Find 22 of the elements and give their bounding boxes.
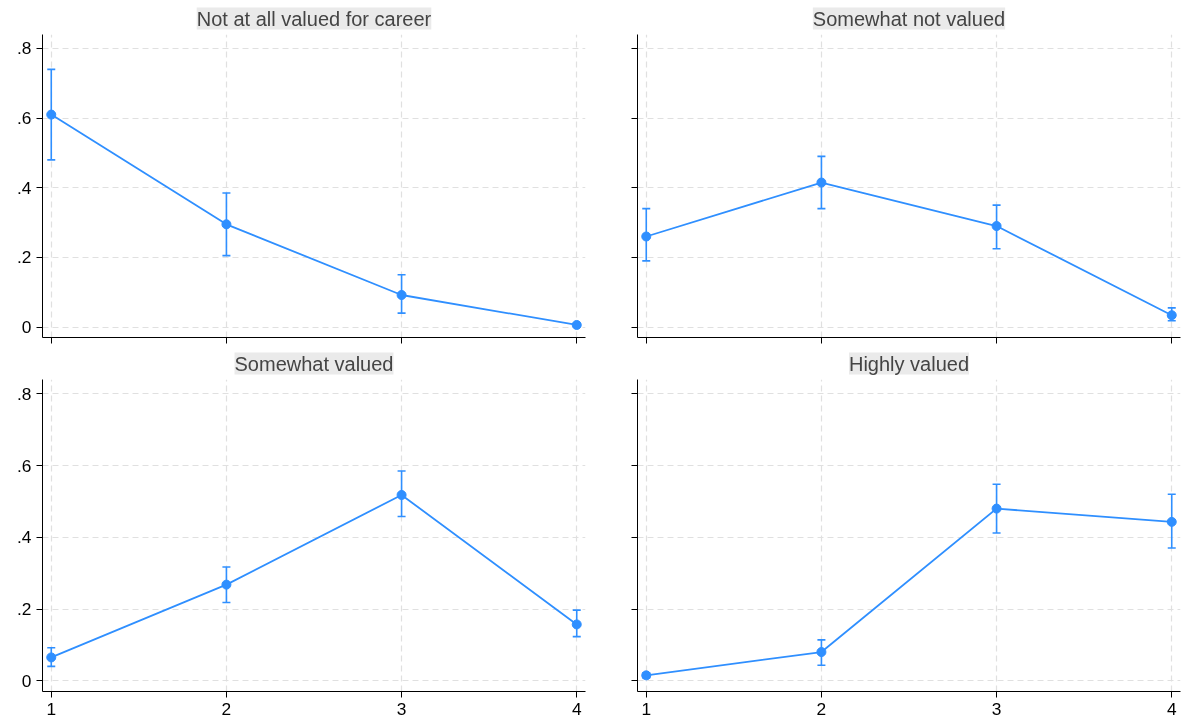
y-tick-label: .4 (17, 527, 32, 548)
y-tick-label: .8 (17, 383, 32, 404)
y-tick-label: .8 (17, 38, 32, 59)
y-tick-label: .6 (17, 455, 32, 476)
y-tick-label: .2 (17, 599, 32, 620)
y-tick-label: 0 (21, 670, 32, 691)
x-tick-label: 3 (396, 698, 407, 719)
y-tick-label: .2 (17, 247, 32, 268)
x-tick-label: 2 (221, 698, 232, 719)
x-tick-label: 1 (46, 698, 57, 719)
y-tick-label: .6 (17, 108, 32, 129)
y-tick-label: 0 (21, 317, 32, 338)
x-tick-label: 3 (991, 698, 1002, 719)
y-tick-label: .4 (17, 177, 32, 198)
chart-title: Somewhat valued (234, 352, 394, 375)
chart-title: Not at all valued for career (196, 7, 432, 30)
x-tick-label: 1 (641, 698, 652, 719)
x-tick-label: 4 (571, 698, 582, 719)
chart-title: Highly valued (848, 352, 970, 375)
chart-title: Somewhat not valued (812, 7, 1006, 30)
x-tick-label: 4 (1166, 698, 1177, 719)
x-tick-label: 2 (816, 698, 827, 719)
